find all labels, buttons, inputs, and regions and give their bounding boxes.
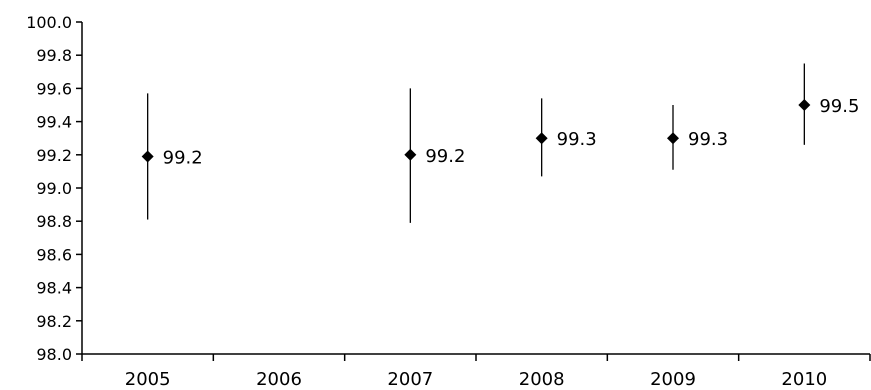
x-tick-label: 2005: [125, 369, 171, 390]
data-marks: 99.2 99.2 99.3 99.3 99.5: [141, 63, 859, 223]
x-tick-label: 2007: [387, 369, 433, 390]
x-axis-ticks: 2005 2006 2007 2008 2009 2010: [81, 354, 871, 390]
y-axis-ticks: 98.0 98.2 98.4 98.6 98.8 99.0 99.2 99.4 99.6 99.8…: [26, 13, 82, 364]
x-tick-label: 2008: [519, 369, 565, 390]
data-point: [535, 132, 548, 145]
y-tick-label: 99.2: [36, 146, 72, 165]
y-tick-label: 98.6: [36, 245, 72, 264]
data-point: [798, 99, 811, 111]
axes: [81, 22, 870, 355]
data-label: 99.3: [688, 129, 728, 150]
x-tick-label: 2006: [256, 369, 302, 390]
y-tick-label: 98.4: [36, 279, 72, 298]
data-point: [141, 150, 154, 163]
y-tick-label: 98.2: [36, 312, 72, 331]
y-tick-label: 99.0: [36, 179, 72, 198]
data-label: 99.5: [819, 96, 859, 117]
data-label: 99.3: [557, 129, 597, 150]
y-tick-label: 98.8: [36, 212, 72, 231]
y-tick-label: 99.4: [36, 113, 72, 132]
data-point: [404, 148, 417, 161]
y-tick-label: 99.6: [36, 79, 72, 98]
y-tick-label: 100.0: [26, 13, 72, 32]
data-point: [667, 132, 679, 145]
y-tick-label: 99.8: [36, 46, 72, 65]
data-label: 99.2: [425, 146, 465, 167]
y-tick-label: 98.0: [36, 345, 72, 364]
x-tick-label: 2010: [781, 369, 827, 390]
x-tick-label: 2009: [650, 369, 696, 390]
data-label: 99.2: [163, 147, 203, 168]
